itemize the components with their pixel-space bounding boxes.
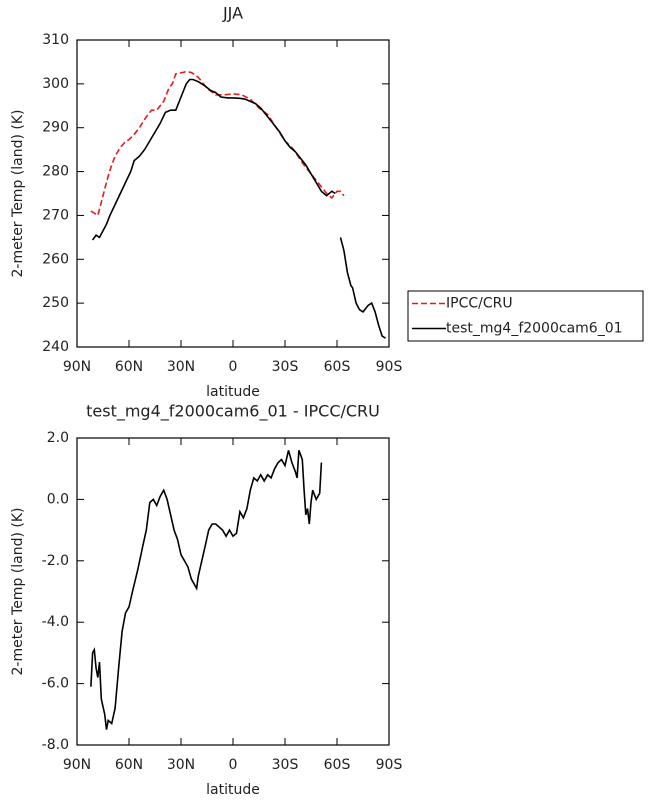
chart-title: test_mg4_f2000cam6_01 - IPCC/CRU: [86, 402, 380, 422]
y-tick-label: 290: [42, 120, 69, 136]
x-tick-label: 90S: [376, 359, 403, 375]
y-axis-label: 2-meter Temp (land) (K): [10, 508, 26, 676]
y-tick-label: 310: [42, 32, 69, 48]
y-tick-label: 0.0: [47, 491, 69, 507]
y-tick-label: -2.0: [42, 553, 69, 569]
x-axis-label: latitude: [206, 384, 260, 400]
x-tick-label: 30N: [167, 359, 195, 375]
x-tick-label: 30S: [272, 359, 299, 375]
y-tick-label: 300: [42, 76, 69, 92]
x-tick-label: 60S: [324, 359, 351, 375]
legend-label: IPCC/CRU: [446, 296, 513, 312]
x-tick-label: 30N: [167, 757, 195, 773]
x-tick-label: 0: [229, 359, 238, 375]
x-axis-label: latitude: [206, 782, 260, 798]
y-tick-label: 270: [42, 207, 69, 223]
y-tick-label: -4.0: [42, 614, 69, 630]
x-tick-label: 90N: [63, 757, 91, 773]
legend-box: [407, 290, 644, 342]
y-tick-label: 240: [42, 339, 69, 355]
y-tick-label: -8.0: [42, 737, 69, 753]
data-line: [90, 70, 345, 217]
x-tick-label: 30S: [272, 757, 299, 773]
x-tick-label: 90N: [63, 359, 91, 375]
plot-frame: [76, 437, 390, 746]
x-tick-label: 90S: [376, 757, 403, 773]
y-tick-label: 280: [42, 164, 69, 180]
legend: IPCC/CRU test_mg4_f2000cam6_01: [407, 290, 644, 342]
y-axis-label: 2-meter Temp (land) (K): [10, 110, 26, 278]
data-line: [90, 450, 323, 730]
x-tick-label: 60S: [324, 757, 351, 773]
chart-title: JJA: [222, 4, 243, 23]
y-tick-label: 250: [42, 295, 69, 311]
x-tick-label: 0: [229, 757, 238, 773]
legend-label: test_mg4_f2000cam6_01: [446, 321, 623, 337]
y-tick-label: -6.0: [42, 676, 69, 692]
y-tick-label: 2.0: [47, 430, 69, 446]
x-tick-label: 60N: [115, 359, 143, 375]
y-tick-label: 260: [42, 251, 69, 267]
plot-frame: [76, 39, 390, 348]
x-tick-label: 60N: [115, 757, 143, 773]
data-line: [91, 78, 386, 339]
